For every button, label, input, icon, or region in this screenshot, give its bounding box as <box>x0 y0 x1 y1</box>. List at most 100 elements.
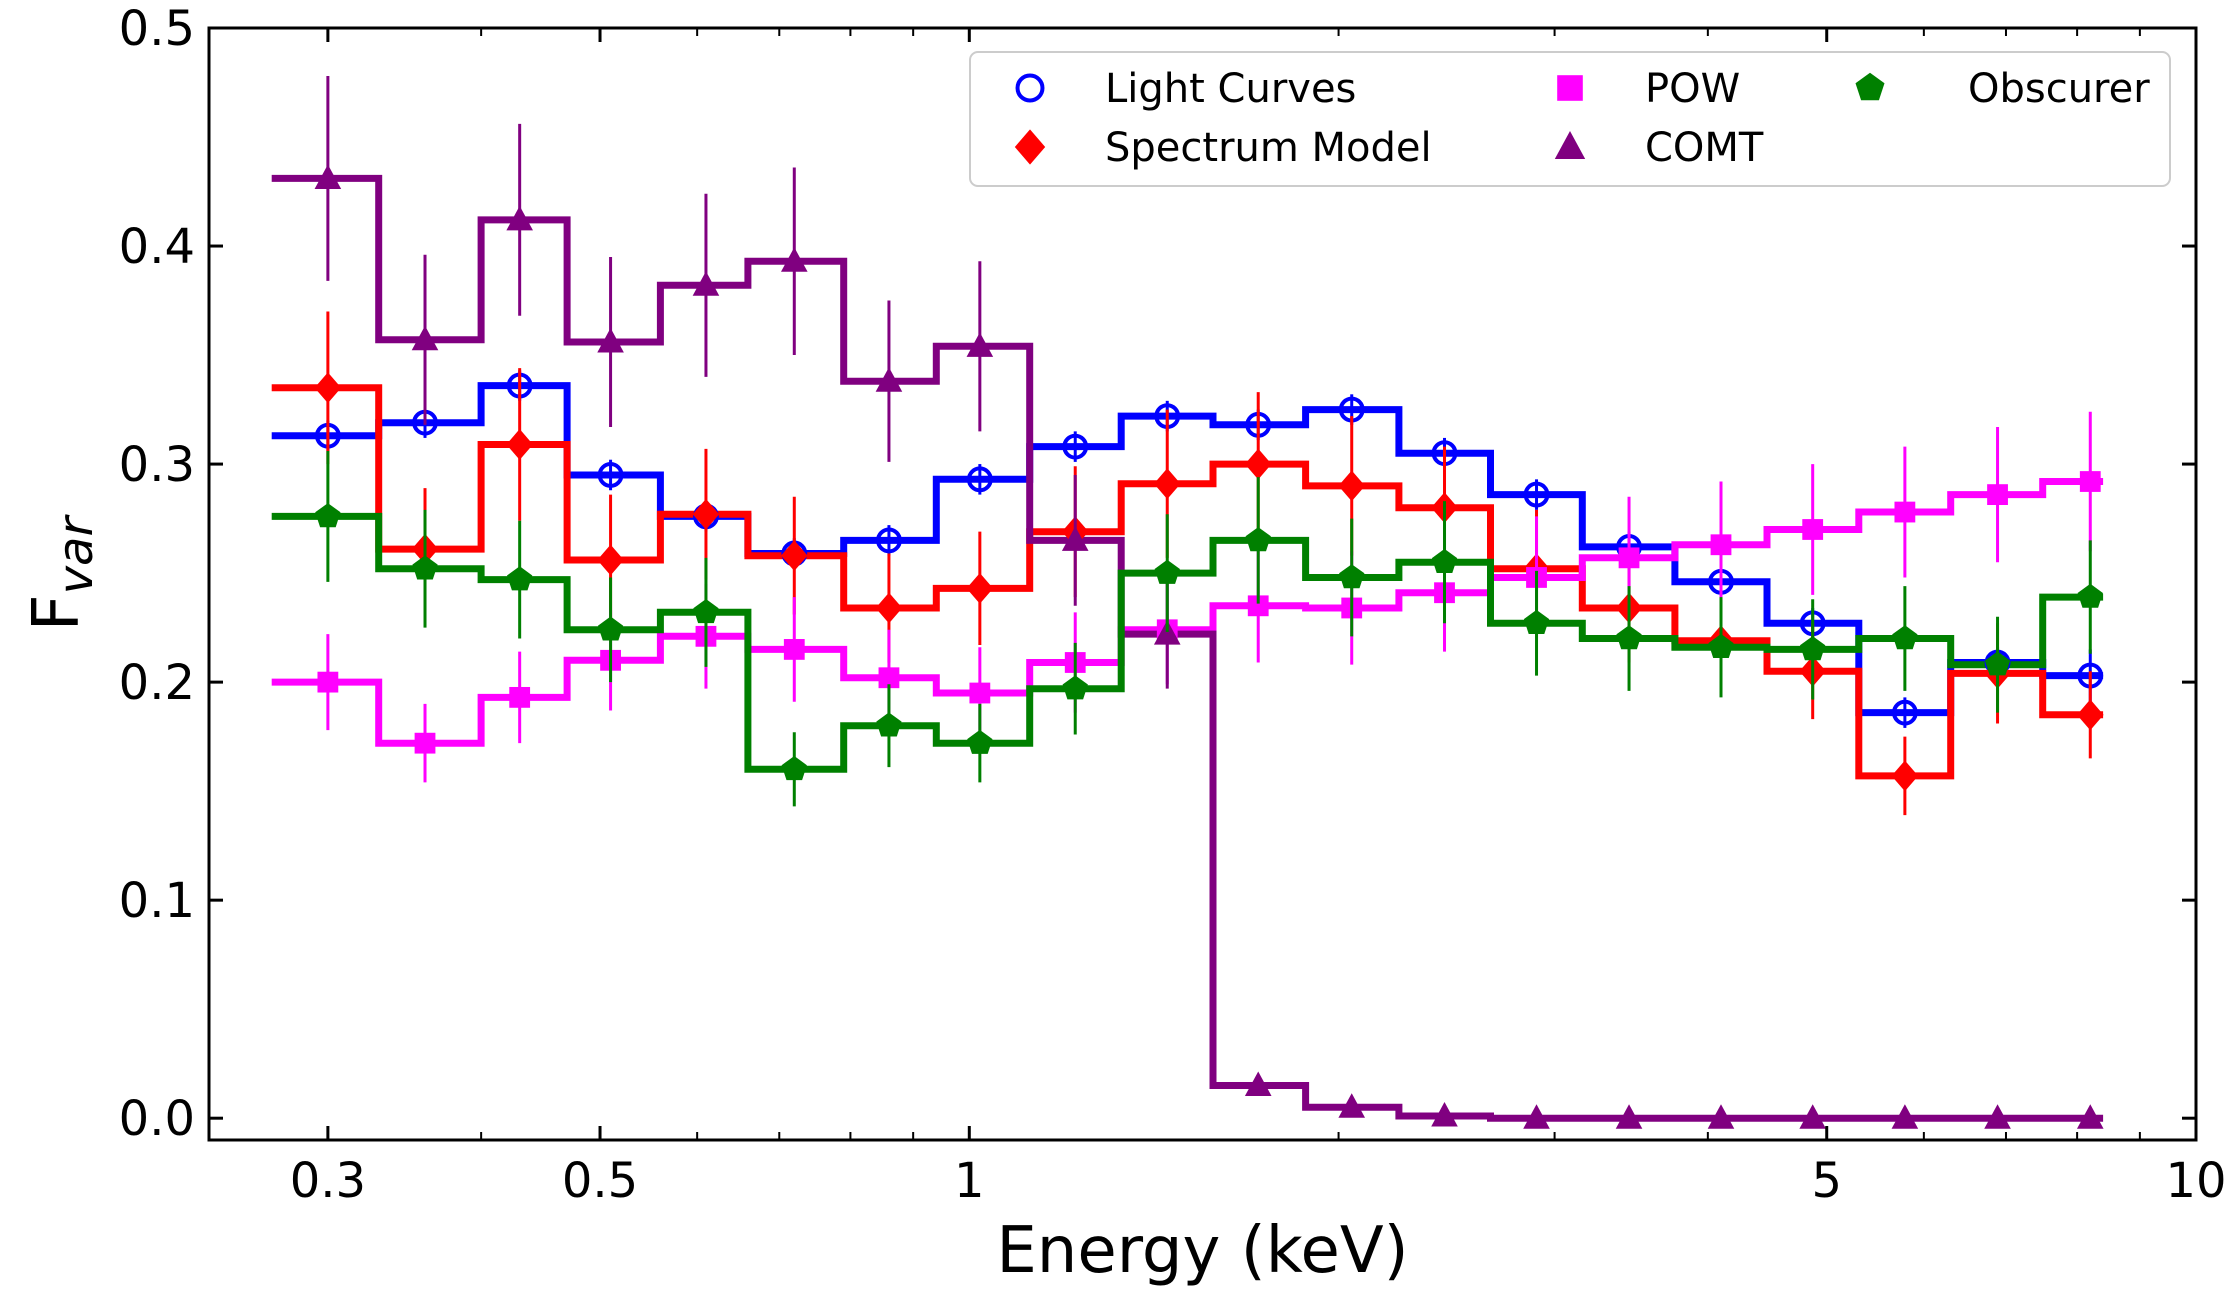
legend-label: POW <box>1645 66 1740 112</box>
x-tick-label: 0.3 <box>290 1153 366 1209</box>
data-point <box>1338 1093 1366 1118</box>
series-step-line <box>271 512 2104 773</box>
legend-label: Spectrum Model <box>1105 125 1432 171</box>
legend-marker <box>1014 129 1046 165</box>
axes-ticks: 0.0 0.1 0.2 0.3 0.4 0.5 0.3 0.5 1 5 10 <box>119 1 2227 1209</box>
data-point <box>878 667 900 689</box>
data-point <box>966 332 994 357</box>
data-point <box>875 367 903 392</box>
data-point <box>692 498 720 530</box>
series-step-line <box>271 382 2104 717</box>
data-point <box>2076 699 2104 731</box>
y-tick-label: 0.1 <box>119 873 195 929</box>
data-point <box>2077 583 2103 608</box>
data-point <box>1338 470 1366 502</box>
legend-label: Obscurer <box>1968 66 2150 112</box>
data-point <box>1153 620 1181 645</box>
y-tick-label: 0.0 <box>119 1091 195 1147</box>
data-point <box>1523 1104 1550 1129</box>
data-point <box>1618 547 1640 569</box>
data-point <box>1247 595 1269 617</box>
data-point <box>1984 651 2011 676</box>
data-point <box>1062 675 1088 700</box>
data-point <box>506 429 533 460</box>
data-point <box>1894 501 1916 523</box>
data-point <box>1892 625 1918 650</box>
x-tick-label: 5 <box>1811 1153 1842 1209</box>
data-point <box>693 599 719 624</box>
data-point <box>1891 699 1918 726</box>
data-point <box>876 527 902 554</box>
data-point <box>597 462 624 488</box>
data-point <box>314 164 342 189</box>
data-point <box>692 271 720 296</box>
legend-label: Light Curves <box>1105 66 1356 112</box>
data-point <box>966 466 993 493</box>
series-layer <box>271 75 2104 1129</box>
y-axis-title-subscript: var <box>48 514 104 595</box>
data-point <box>1891 1104 1919 1129</box>
data-point <box>1707 1104 1735 1129</box>
data-point <box>875 592 903 624</box>
legend: Light Curves Spectrum Model POW COMT Obscure… <box>969 51 2171 187</box>
data-point <box>507 566 533 591</box>
data-point <box>597 544 624 576</box>
data-point <box>1984 1104 2011 1129</box>
series-obscurer <box>271 512 2104 773</box>
x-axis-title: Energy (keV) <box>996 1214 1408 1288</box>
data-point <box>783 639 805 660</box>
data-point <box>966 572 994 604</box>
data-point <box>1523 609 1550 634</box>
legend-marker <box>1015 73 1045 103</box>
data-point <box>876 712 902 737</box>
data-point <box>1061 526 1089 551</box>
x-tick-label: 0.5 <box>562 1153 638 1209</box>
x-tick-label: 10 <box>2165 1153 2226 1209</box>
data-point <box>1710 534 1732 556</box>
data-point <box>1800 636 1826 661</box>
data-point <box>412 555 438 580</box>
series-light-curves <box>271 382 2104 717</box>
data-point <box>317 671 339 693</box>
series-points-obscurer <box>315 450 2103 807</box>
data-point <box>1708 633 1734 658</box>
data-point <box>967 729 993 754</box>
legend-marker <box>1554 131 1586 159</box>
y-tick-label: 0.3 <box>119 437 195 493</box>
data-point <box>1799 1104 1826 1129</box>
series-step-line <box>271 478 2104 747</box>
data-point <box>1431 1102 1458 1127</box>
legend-label: COMT <box>1645 125 1764 171</box>
y-axis-title: Fvar <box>20 514 104 632</box>
data-point <box>411 325 439 351</box>
data-point <box>1987 484 2008 506</box>
data-point <box>969 682 991 704</box>
data-point <box>1616 625 1642 650</box>
data-point <box>506 205 533 231</box>
series-pow <box>271 478 2104 747</box>
series-points-pow <box>317 411 2101 783</box>
data-point <box>1615 1104 1643 1129</box>
data-point <box>597 327 624 353</box>
data-point <box>1062 433 1089 460</box>
plot-frame <box>207 26 2198 1142</box>
series-points-comt <box>314 75 2104 1129</box>
data-point <box>1339 564 1365 589</box>
data-point <box>781 756 807 781</box>
data-point <box>509 686 531 708</box>
y-tick-label: 0.4 <box>119 219 195 275</box>
x-tick-label: 1 <box>954 1153 985 1209</box>
y-tick-label: 0.5 <box>119 1 195 57</box>
data-point <box>315 503 341 528</box>
data-point <box>780 540 808 572</box>
data-point <box>1523 481 1550 508</box>
legend-marker <box>1557 75 1583 101</box>
data-point <box>2076 1104 2104 1129</box>
data-point <box>414 732 436 754</box>
data-point <box>1154 559 1180 584</box>
data-point <box>1153 468 1181 500</box>
y-axis-title-main: F <box>20 594 94 631</box>
data-point <box>1802 519 1824 540</box>
data-point <box>1891 760 1919 792</box>
